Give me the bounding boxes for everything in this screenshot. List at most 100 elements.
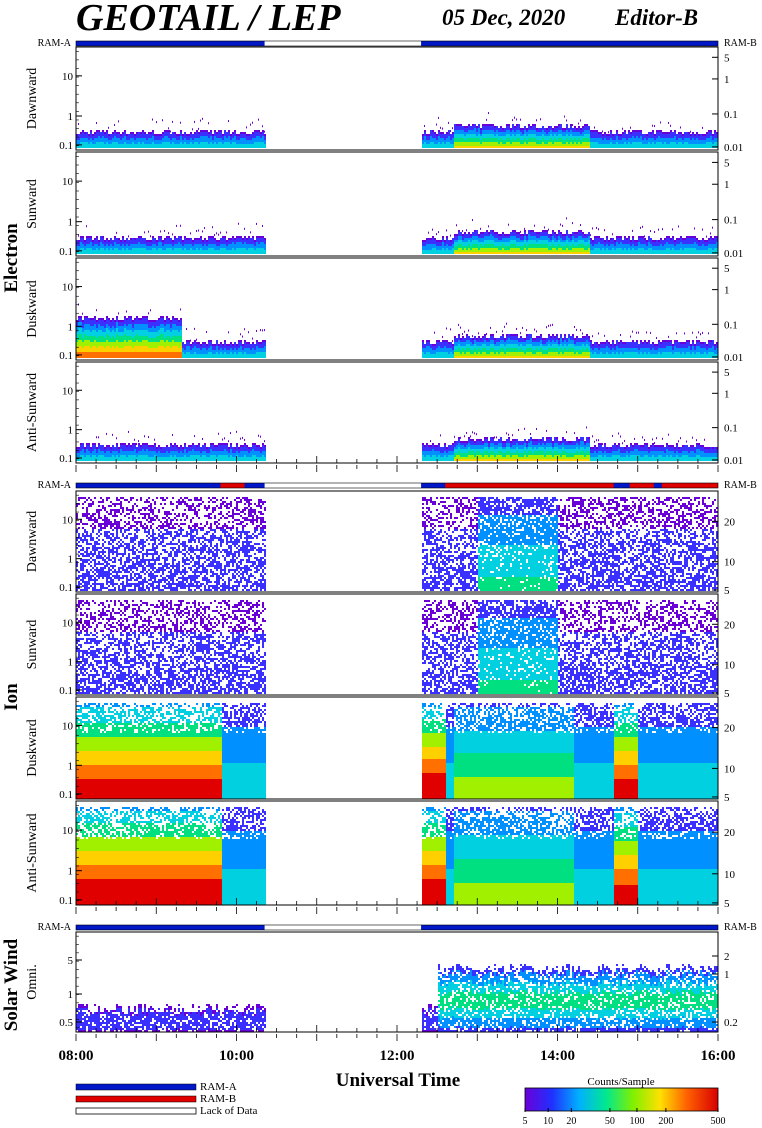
spectrogram-cell bbox=[114, 240, 116, 242]
spectrogram-cell bbox=[106, 346, 108, 348]
spectrogram-cell bbox=[224, 138, 226, 140]
spectrogram-cell bbox=[256, 138, 258, 140]
spectrogram-cell bbox=[678, 144, 680, 146]
spectrogram-cell bbox=[426, 242, 428, 244]
spectrogram-cell bbox=[586, 144, 588, 146]
spectrogram-cell bbox=[454, 130, 456, 132]
spectrogram-cell bbox=[182, 250, 184, 252]
spectrogram-cell bbox=[552, 240, 554, 242]
spectrogram-cell bbox=[170, 240, 172, 242]
spectrogram-cell bbox=[546, 240, 548, 242]
spectrogram-cell bbox=[96, 332, 98, 334]
spectrogram-cell bbox=[122, 132, 124, 134]
spectrogram-cell bbox=[516, 136, 518, 138]
spectrogram-cell bbox=[436, 240, 438, 242]
spectrogram-cell bbox=[248, 248, 250, 250]
spectrogram-cell bbox=[474, 136, 476, 138]
spectrogram-cell bbox=[660, 242, 662, 244]
spectrogram-cell bbox=[92, 332, 94, 334]
spectrogram-cell bbox=[150, 144, 152, 146]
spectrogram-cell bbox=[520, 244, 522, 246]
spectrogram-cell bbox=[108, 244, 110, 246]
spectrogram-cell bbox=[632, 142, 634, 144]
spectrogram-cell bbox=[262, 138, 264, 140]
spectrogram-cell bbox=[138, 134, 140, 136]
spectrogram-cell bbox=[196, 136, 198, 138]
spectrogram-cell bbox=[148, 138, 150, 140]
spectrogram-cell bbox=[542, 238, 544, 240]
spectrogram-cell bbox=[112, 240, 114, 242]
spectrogram-cell bbox=[578, 128, 580, 130]
spectrogram-cell bbox=[144, 238, 146, 240]
spectrogram-cell bbox=[136, 244, 138, 246]
spectrogram-cell bbox=[148, 244, 150, 246]
spectrogram-cell bbox=[258, 142, 260, 144]
spectrogram-cell bbox=[582, 134, 584, 136]
spectrogram-cell bbox=[118, 326, 120, 328]
spectrogram-cell bbox=[150, 244, 152, 246]
spectrogram-cell bbox=[466, 142, 468, 144]
spectrogram-cell bbox=[488, 132, 490, 134]
spectrogram-cell bbox=[162, 242, 164, 244]
spectrogram-cell bbox=[704, 144, 706, 146]
spectrogram-cell bbox=[458, 242, 460, 244]
spectrogram-cell bbox=[106, 352, 108, 354]
spectrogram-cell bbox=[254, 132, 256, 134]
spectrogram-cell bbox=[106, 316, 108, 318]
spectrogram-cell bbox=[100, 238, 102, 240]
spectrogram-cell bbox=[234, 132, 236, 134]
spectrogram-cell bbox=[128, 242, 130, 244]
spectrogram-cell bbox=[478, 142, 480, 144]
spectrogram-cell bbox=[558, 130, 560, 132]
spectrogram-cell bbox=[688, 132, 690, 134]
spectrogram-cell bbox=[622, 146, 624, 148]
spectrogram-cell bbox=[516, 146, 518, 148]
spectrogram-cell bbox=[90, 320, 92, 322]
spectrogram-cell bbox=[540, 146, 542, 148]
spectrogram-cell bbox=[184, 244, 186, 246]
spectrogram-cell bbox=[704, 252, 706, 254]
spectrogram-cell bbox=[550, 130, 552, 132]
spectrogram-cell bbox=[258, 252, 260, 254]
spectrogram-cell bbox=[436, 244, 438, 246]
spectrogram-cell bbox=[216, 244, 218, 246]
spectrogram-cell bbox=[692, 134, 694, 136]
spectrogram-cell bbox=[464, 140, 466, 142]
spectrogram-cell bbox=[692, 250, 694, 252]
spectrogram-cell bbox=[212, 138, 214, 140]
spectrogram-cell bbox=[550, 248, 552, 250]
spectrogram-cell bbox=[528, 244, 530, 246]
spectrogram-cell bbox=[252, 134, 254, 136]
spectrogram-cell bbox=[560, 252, 562, 254]
spectrogram-cell bbox=[476, 238, 478, 240]
spectrogram-cell bbox=[134, 244, 136, 246]
spectrogram-cell bbox=[260, 246, 262, 248]
spectrogram-cell bbox=[578, 138, 580, 140]
spectrogram-cell bbox=[462, 238, 464, 240]
spectrogram-cell bbox=[230, 146, 232, 148]
spectrogram-cell bbox=[86, 334, 88, 336]
spectrogram-cell bbox=[114, 354, 116, 356]
spectrogram-cell bbox=[104, 336, 106, 338]
spectrogram-cell bbox=[136, 140, 138, 142]
spectrogram-cell bbox=[580, 142, 582, 144]
spectrogram-cell bbox=[572, 250, 574, 252]
spectrogram-cell bbox=[524, 242, 526, 244]
spectrogram-cell bbox=[108, 322, 110, 324]
spectrogram-cell bbox=[496, 236, 498, 238]
spectrogram-cell bbox=[512, 144, 514, 146]
spectrogram-cell bbox=[552, 248, 554, 250]
spectrogram-cell bbox=[522, 236, 524, 238]
spectrogram-cell bbox=[478, 126, 480, 128]
spectrogram-cell bbox=[538, 252, 540, 254]
spectrogram-cell bbox=[432, 132, 434, 134]
spectrogram-cell bbox=[426, 240, 428, 242]
spectrogram-cell bbox=[186, 246, 188, 248]
spectrogram-cell bbox=[96, 322, 98, 324]
spectrogram-cell bbox=[152, 246, 154, 248]
spectrogram-cell bbox=[114, 330, 116, 332]
spectrogram-cell bbox=[140, 240, 142, 242]
spectrogram-cell bbox=[224, 146, 226, 148]
spectrogram-cell bbox=[252, 240, 254, 242]
spectrogram-cell bbox=[424, 146, 426, 148]
